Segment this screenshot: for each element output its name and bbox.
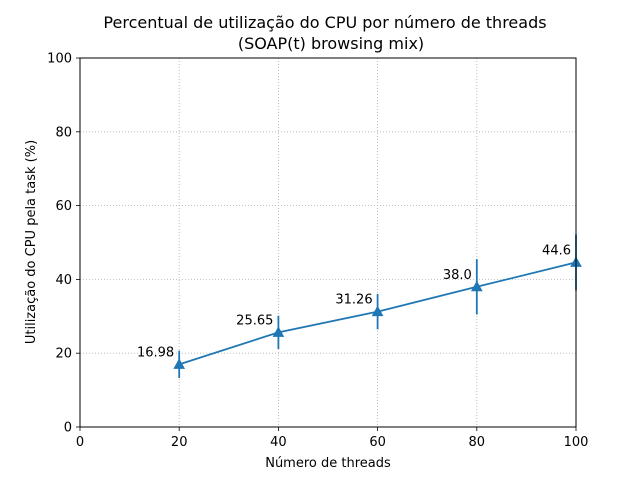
x-tick-label-5: 100	[564, 435, 589, 450]
y-tick-label-1: 20	[55, 347, 72, 362]
data-point-2	[371, 305, 384, 317]
data-point-3	[470, 280, 483, 292]
plot-area-frame	[79, 57, 577, 428]
data-label-4: 44.6	[542, 243, 571, 258]
x-tick-label-3: 60	[369, 435, 386, 450]
data-markers	[173, 256, 582, 369]
x-tick-label-4: 80	[469, 435, 486, 450]
data-point-1	[272, 326, 285, 337]
data-label-2: 31.26	[335, 293, 372, 308]
y-tick-label-5: 100	[47, 52, 72, 67]
x-tick-label-0: 0	[76, 435, 84, 450]
y-axis-ticks: 0 20 40 60 80 100	[47, 52, 80, 436]
x-axis-ticks: 0 20 40 60 80 100	[76, 427, 589, 450]
data-label-3: 38.0	[443, 268, 472, 283]
y-tick-label-4: 80	[55, 125, 72, 140]
data-label-0: 16.98	[137, 345, 174, 360]
data-labels: 16.98 25.65 31.26 38.0 44.6	[137, 243, 571, 360]
chart-subtitle: (SOAP(t) browsing mix)	[238, 34, 424, 53]
y-axis-label: Utilização do CPU pela task (%)	[24, 140, 39, 344]
x-tick-label-1: 20	[171, 435, 188, 450]
x-tick-label-2: 40	[270, 435, 287, 450]
data-label-1: 25.65	[236, 313, 273, 328]
chart-title: Percentual de utilização do CPU por núme…	[103, 13, 546, 32]
y-tick-label-0: 0	[64, 421, 72, 436]
x-axis-label: Número de threads	[265, 456, 391, 471]
y-tick-label-3: 60	[55, 199, 72, 214]
y-tick-label-2: 40	[55, 273, 72, 288]
data-point-0	[173, 358, 186, 369]
grid-lines	[79, 57, 577, 428]
